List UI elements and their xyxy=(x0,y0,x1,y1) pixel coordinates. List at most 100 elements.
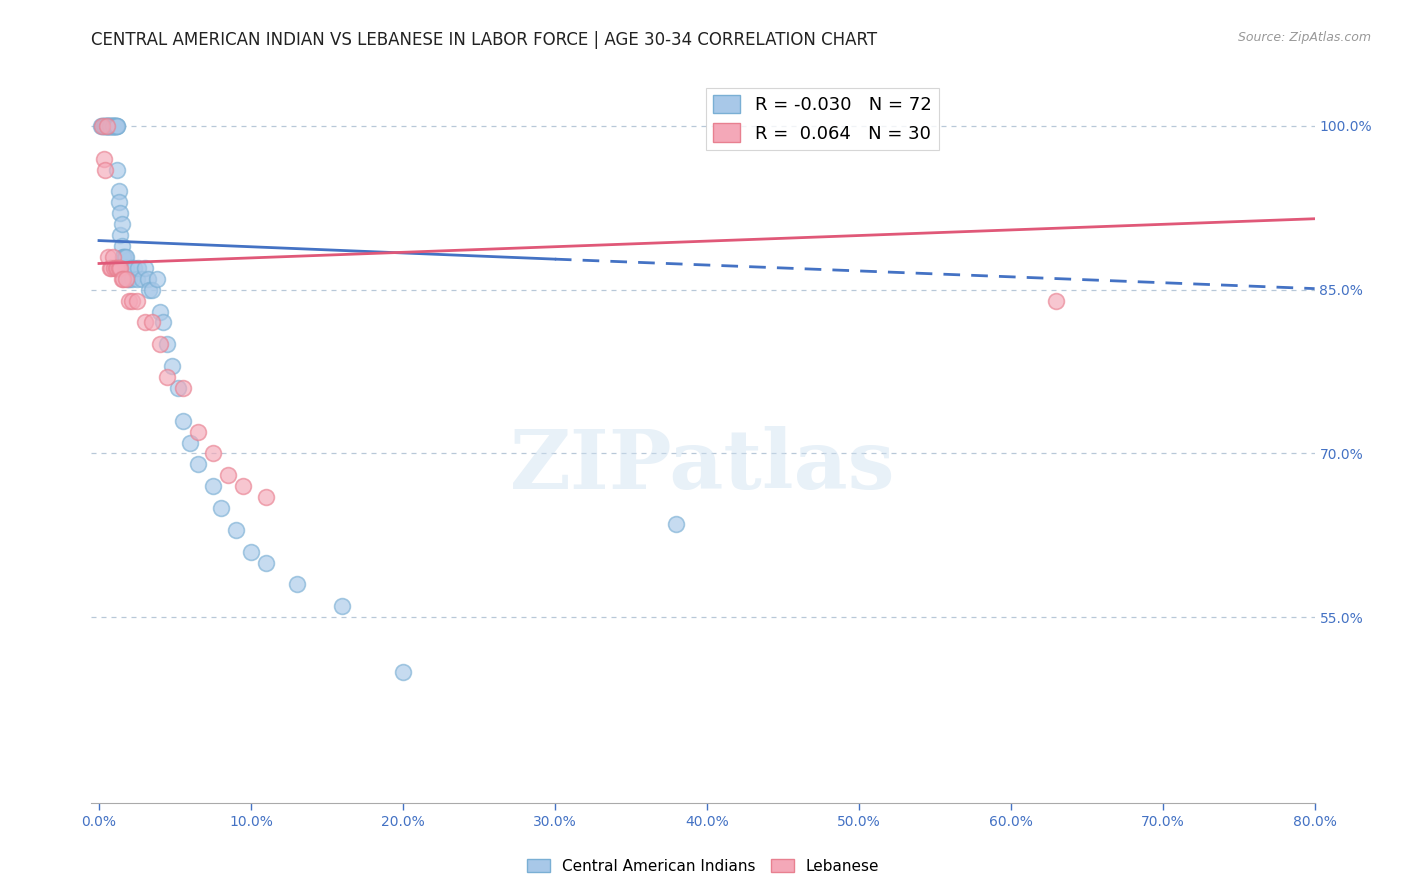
Point xyxy=(94,119,117,133)
Point xyxy=(114,250,136,264)
Point xyxy=(103,119,125,133)
Point xyxy=(172,381,194,395)
Point xyxy=(179,435,201,450)
Point xyxy=(100,119,122,133)
Point xyxy=(115,250,138,264)
Point xyxy=(96,119,118,133)
Point xyxy=(94,119,117,133)
Point xyxy=(187,425,209,439)
Point xyxy=(110,260,132,275)
Point xyxy=(201,479,224,493)
Point xyxy=(91,119,114,133)
Point xyxy=(107,185,129,199)
Point xyxy=(167,381,190,395)
Point xyxy=(96,119,118,133)
Point xyxy=(107,195,129,210)
Point xyxy=(100,260,122,275)
Point xyxy=(111,272,134,286)
Point xyxy=(134,260,156,275)
Point xyxy=(103,119,125,133)
Point xyxy=(118,272,141,286)
Point xyxy=(103,119,125,133)
Point xyxy=(97,119,120,133)
Point xyxy=(96,119,118,133)
Point xyxy=(1045,293,1067,308)
Legend: Central American Indians, Lebanese: Central American Indians, Lebanese xyxy=(520,853,886,880)
Point xyxy=(128,260,150,275)
Point xyxy=(254,556,277,570)
Point xyxy=(96,119,118,133)
Point xyxy=(104,260,127,275)
Point xyxy=(122,260,145,275)
Point xyxy=(120,260,142,275)
Point xyxy=(117,272,139,286)
Point xyxy=(94,162,117,177)
Point xyxy=(125,293,148,308)
Point xyxy=(97,119,120,133)
Point xyxy=(105,260,128,275)
Point xyxy=(149,304,172,318)
Point xyxy=(103,260,125,275)
Point xyxy=(330,599,353,614)
Point xyxy=(209,501,232,516)
Point xyxy=(125,272,148,286)
Point xyxy=(98,119,121,133)
Point xyxy=(103,119,125,133)
Point xyxy=(152,315,174,329)
Point xyxy=(110,228,132,243)
Point xyxy=(225,523,247,537)
Point xyxy=(97,119,120,133)
Point xyxy=(131,272,153,286)
Point xyxy=(201,446,224,460)
Point xyxy=(101,250,124,264)
Point xyxy=(111,239,134,253)
Point xyxy=(105,119,128,133)
Point xyxy=(254,490,277,504)
Point xyxy=(232,479,254,493)
Point xyxy=(187,458,209,472)
Point xyxy=(149,337,172,351)
Point xyxy=(104,119,127,133)
Point xyxy=(93,119,115,133)
Point xyxy=(172,414,194,428)
Legend: R = -0.030   N = 72, R =  0.064   N = 30: R = -0.030 N = 72, R = 0.064 N = 30 xyxy=(706,87,939,150)
Point xyxy=(89,119,111,133)
Point xyxy=(118,293,141,308)
Point xyxy=(112,272,135,286)
Point xyxy=(134,315,156,329)
Point xyxy=(217,468,239,483)
Point xyxy=(98,260,121,275)
Point xyxy=(98,119,121,133)
Text: Source: ZipAtlas.com: Source: ZipAtlas.com xyxy=(1237,31,1371,45)
Point xyxy=(239,545,262,559)
Point xyxy=(107,260,129,275)
Point xyxy=(141,315,163,329)
Point xyxy=(100,119,122,133)
Point xyxy=(665,517,688,532)
Point xyxy=(136,272,159,286)
Point xyxy=(91,119,114,133)
Point xyxy=(141,283,163,297)
Point xyxy=(104,119,127,133)
Point xyxy=(93,152,115,166)
Point xyxy=(121,272,143,286)
Point xyxy=(145,272,167,286)
Point xyxy=(115,260,138,275)
Point xyxy=(101,119,124,133)
Point xyxy=(115,272,138,286)
Point xyxy=(285,577,308,591)
Point xyxy=(105,162,128,177)
Point xyxy=(138,283,160,297)
Point xyxy=(392,665,415,679)
Point xyxy=(121,293,143,308)
Point xyxy=(101,119,124,133)
Text: ZIPatlas: ZIPatlas xyxy=(510,426,896,507)
Point xyxy=(97,250,120,264)
Point xyxy=(156,337,179,351)
Point xyxy=(110,206,132,220)
Point xyxy=(98,119,121,133)
Point xyxy=(104,119,127,133)
Text: CENTRAL AMERICAN INDIAN VS LEBANESE IN LABOR FORCE | AGE 30-34 CORRELATION CHART: CENTRAL AMERICAN INDIAN VS LEBANESE IN L… xyxy=(91,31,877,49)
Point xyxy=(93,119,115,133)
Point xyxy=(100,119,122,133)
